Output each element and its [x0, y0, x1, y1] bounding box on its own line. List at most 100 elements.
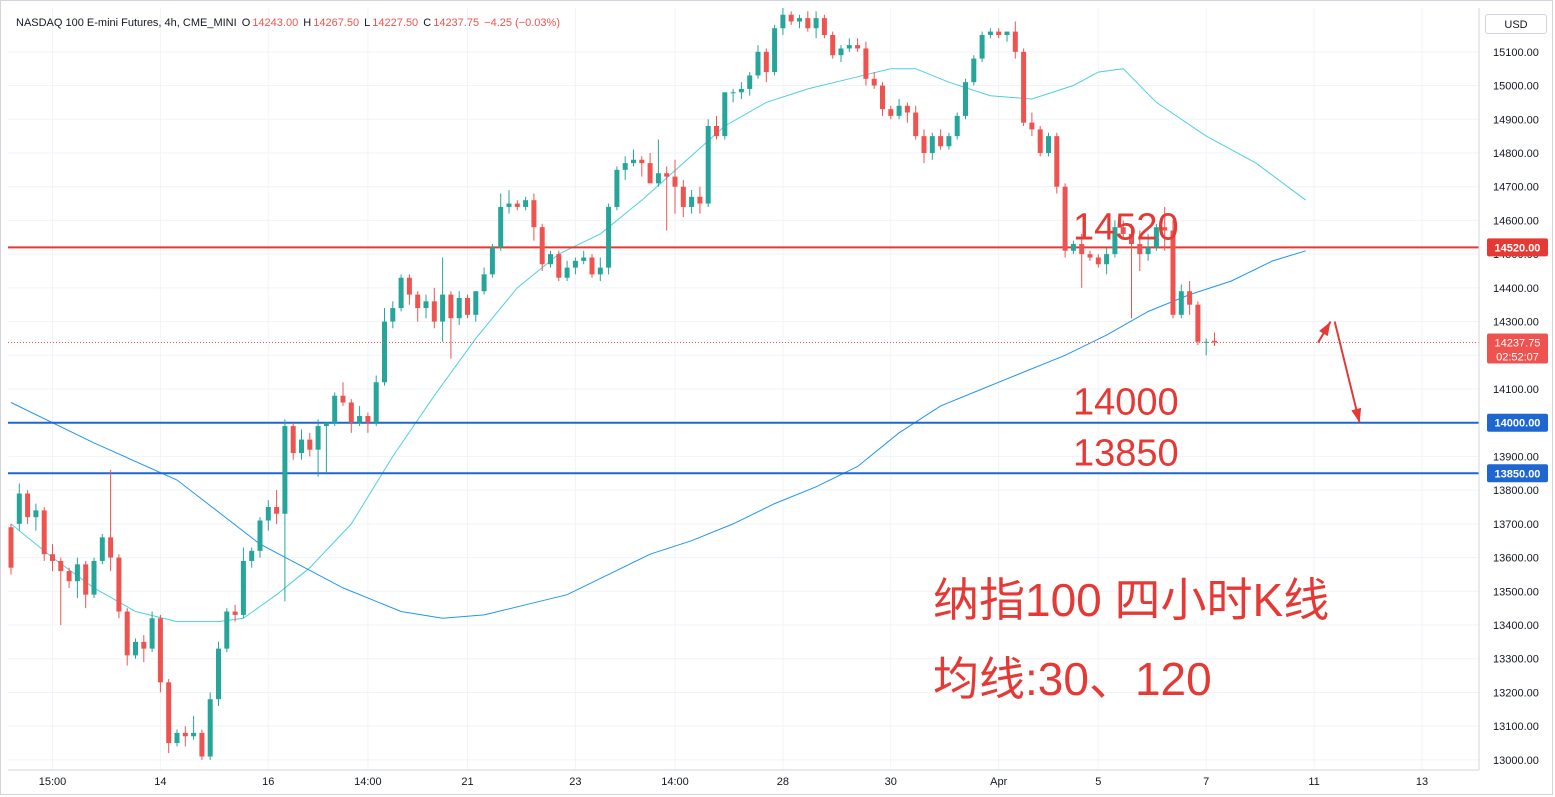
candle-body — [921, 136, 927, 153]
candle-body — [572, 260, 578, 268]
price-axis[interactable]: 13000.00 13100.00 13200.00 13300.00 13400.00… — [1478, 8, 1548, 770]
ma30-layer — [10, 250, 1306, 619]
candle-body — [1120, 227, 1126, 234]
candle-body — [1029, 122, 1035, 130]
candle-body — [1112, 227, 1118, 255]
candle-body — [954, 115, 960, 137]
candle-body — [1046, 136, 1051, 153]
candle-body — [1170, 230, 1176, 315]
candle-body — [938, 136, 944, 147]
candle-body — [373, 382, 379, 423]
candle-body — [1178, 291, 1184, 315]
candle-body — [25, 493, 31, 518]
candle-body — [929, 136, 935, 153]
candle-body — [838, 48, 844, 56]
price-axis-level-tags: 14520.00 14000.00 13850.00 — [1487, 238, 1548, 483]
time-tick-label: 5 — [1095, 776, 1101, 788]
candle-body — [33, 510, 39, 518]
candle-body — [473, 291, 479, 315]
candle-body — [846, 45, 852, 49]
candle-body — [199, 732, 205, 757]
candle-body — [514, 203, 520, 207]
price-tick-label: 13400.00 — [1493, 620, 1539, 632]
ma120-layer — [10, 68, 1307, 623]
candle-body — [755, 51, 761, 76]
candle-body — [232, 611, 238, 615]
candle-body — [41, 510, 47, 555]
candle-body — [390, 308, 396, 322]
candle-body — [1203, 341, 1209, 343]
candle-body — [323, 422, 329, 427]
candle-body — [423, 301, 429, 309]
time-axis[interactable]: 15:00 14 16 14:00 21 23 14:00 28 30 Apr 5 7 11 13 — [8, 769, 1479, 788]
high-value: 14267.50 — [313, 17, 360, 29]
candle-body — [1162, 227, 1168, 231]
time-axis-ticks: 15:00 14 16 14:00 21 23 14:00 28 30 Apr 5 7 11 13 — [39, 776, 1428, 788]
candle-body — [1070, 244, 1076, 251]
candle-body — [357, 415, 363, 423]
candle-body — [1187, 291, 1193, 305]
candle-body — [780, 14, 786, 29]
candle-body — [1012, 31, 1018, 52]
time-tick-label: 14:00 — [661, 776, 689, 788]
level-label-support-1: 14000 — [1073, 382, 1179, 424]
time-tick-label: 30 — [885, 776, 897, 788]
candle-body — [655, 173, 661, 184]
candle-body — [124, 611, 130, 656]
candle-body — [689, 196, 695, 207]
price-tick-label: 14100.00 — [1493, 384, 1539, 396]
candle-body — [722, 92, 728, 137]
candle-body — [855, 45, 861, 49]
candle-body — [1153, 227, 1159, 248]
candle-body — [415, 294, 421, 309]
candle-body — [216, 648, 221, 700]
candle-body — [157, 618, 163, 683]
low-label: L — [364, 17, 371, 29]
close-label: C — [423, 17, 432, 29]
candle-body — [1062, 186, 1068, 251]
price-axis-ticks: 13000.00 13100.00 13200.00 13300.00 13400.00… — [1493, 47, 1539, 767]
candle-body — [481, 274, 487, 292]
time-tick-label: 14 — [154, 776, 166, 788]
candle-body — [880, 85, 885, 110]
candle-body — [564, 267, 570, 278]
candle-body — [548, 254, 553, 265]
candle-body — [506, 203, 512, 207]
candle-body — [1021, 51, 1027, 123]
candle-body — [1004, 31, 1010, 35]
time-tick-label: 21 — [461, 776, 473, 788]
candle-body — [631, 159, 636, 164]
currency-button[interactable]: USD — [1485, 14, 1547, 34]
candle-body — [647, 163, 653, 184]
candle-body — [182, 732, 188, 737]
time-tick-label: Apr — [990, 776, 1007, 788]
candle-body — [257, 520, 263, 551]
candle-body — [1212, 340, 1217, 343]
price-tick-label: 14600.00 — [1493, 215, 1539, 227]
price-tick-label: 14300.00 — [1493, 317, 1539, 329]
candle-body — [863, 48, 869, 79]
candle-body — [456, 297, 462, 319]
axis-tag-bg-support-2 — [1487, 464, 1548, 483]
candle-body — [382, 321, 387, 383]
candle-body — [987, 31, 993, 35]
candle-body — [946, 136, 952, 147]
candle-body — [332, 395, 338, 423]
candle-body — [249, 550, 255, 561]
candle-body — [772, 28, 778, 73]
candle-body — [805, 18, 811, 29]
candle-body — [904, 105, 910, 113]
candle-body — [1079, 244, 1085, 255]
symbol-name[interactable]: NASDAQ 100 E-mini Futures, 4h, CME_MINI — [16, 17, 237, 29]
price-tick-label: 15100.00 — [1493, 47, 1539, 59]
candle-body — [224, 611, 230, 649]
axis-tag-bg-resistance — [1487, 238, 1548, 257]
candle-body — [448, 294, 454, 319]
candle-body — [913, 112, 919, 137]
candle-body — [265, 507, 271, 521]
chart-subtitle: 均线:30、120 — [933, 653, 1212, 705]
time-tick-label: 13 — [1416, 776, 1428, 788]
candle-body — [1095, 257, 1101, 265]
candle-body — [340, 395, 346, 403]
